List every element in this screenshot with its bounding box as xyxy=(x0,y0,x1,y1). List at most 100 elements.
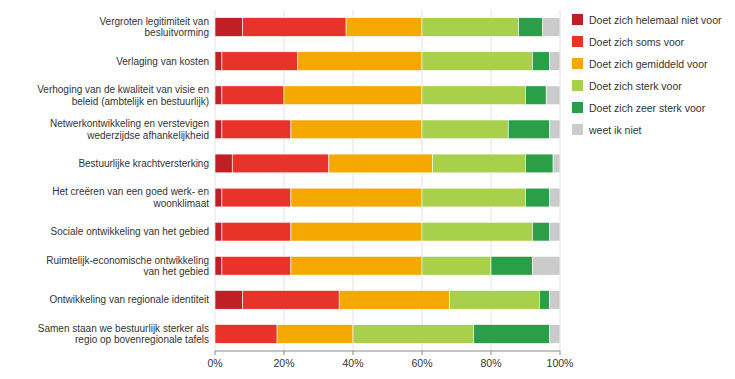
legend-label: Doet zich gemiddeld voor xyxy=(589,58,708,70)
chart-container: 0%20%40%60%80%100%Vergroten legitimiteit… xyxy=(0,0,735,379)
x-tick xyxy=(353,351,354,355)
bar-segment xyxy=(539,290,549,309)
category-label: Het creëren van een goed werk- enwoonkli… xyxy=(52,186,209,209)
bar-segment xyxy=(215,154,232,173)
bar-segment xyxy=(215,120,222,139)
bar-segment xyxy=(526,154,554,173)
bar-segment xyxy=(546,86,560,105)
bar-segment xyxy=(526,86,547,105)
x-tick xyxy=(491,351,492,355)
bar-segment xyxy=(215,290,243,309)
bar-segment xyxy=(215,188,222,207)
bar-segment xyxy=(550,325,560,344)
bar-segment xyxy=(277,325,353,344)
legend-swatch xyxy=(572,58,583,69)
bar-segment xyxy=(346,18,422,37)
bar-segment xyxy=(291,222,422,241)
x-tick-label: 20% xyxy=(273,357,294,369)
category-label: Ontwikkeling van regionale identiteit xyxy=(49,294,209,305)
category-label-line: Netwerkontwikkeling en verstevigen xyxy=(50,118,209,129)
legend-swatch xyxy=(572,80,583,91)
bar-segment xyxy=(339,290,449,309)
series xyxy=(474,18,553,344)
bar-segment xyxy=(222,222,291,241)
legend-label: weet ik niet xyxy=(588,124,642,136)
legend-label: Doet zich helemaal niet voor xyxy=(589,14,722,26)
category-label-line: regio op bovenregionale tafels xyxy=(75,334,209,345)
legend-swatch xyxy=(572,102,583,113)
bar-segment xyxy=(550,120,560,139)
bar-segment xyxy=(353,325,474,344)
bar-segment xyxy=(222,86,284,105)
category-label: Verhoging van de kwaliteit van visie enb… xyxy=(37,84,209,107)
bar-segment xyxy=(215,86,222,105)
bar-segment xyxy=(222,120,291,139)
x-tick xyxy=(422,351,423,355)
bar-segment xyxy=(422,18,519,37)
category-label-line: Bestuurlijke krachtversterking xyxy=(78,158,209,169)
bar-segment xyxy=(215,325,277,344)
legend-swatch xyxy=(572,36,583,47)
x-axis: 0%20%40%60%80%100% xyxy=(207,351,573,369)
bar-segment xyxy=(422,188,526,207)
category-label: Vergroten legitimiteit vanbesluitvorming xyxy=(99,16,209,39)
legend-label: Doet zich soms voor xyxy=(589,36,685,48)
legend: Doet zich helemaal niet voor Doet zich so… xyxy=(572,14,722,136)
legend-label: Doet zich zeer sterk voor xyxy=(589,102,706,114)
category-label-line: Ruimtelijk-economische ontwikkeling xyxy=(46,255,209,266)
x-tick-label: 80% xyxy=(480,357,501,369)
x-axis-line xyxy=(215,351,560,352)
bar-segment xyxy=(298,52,422,71)
x-tick xyxy=(215,351,216,355)
series xyxy=(353,18,539,344)
bar-segment xyxy=(284,86,422,105)
bar-segment xyxy=(291,120,422,139)
bar-segment xyxy=(291,256,422,275)
bar-segment xyxy=(422,86,526,105)
category-label: Samen staan we bestuurlijk sterker alsre… xyxy=(38,323,209,346)
bar-segment xyxy=(232,154,329,173)
bar-segment xyxy=(532,222,549,241)
x-tick xyxy=(284,351,285,355)
bar-segment xyxy=(532,52,549,71)
bar-segment xyxy=(491,256,532,275)
legend-swatch xyxy=(572,14,583,25)
category-label: Ruimtelijk-economische ontwikkelingvan h… xyxy=(46,255,209,278)
category-label-line: besluitvorming xyxy=(145,27,209,38)
category-label-line: Verhoging van de kwaliteit van visie en xyxy=(37,84,209,95)
category-label-line: van het gebied xyxy=(143,266,209,277)
bar-segment xyxy=(215,256,222,275)
bar-segment xyxy=(222,188,291,207)
x-tick-label: 60% xyxy=(411,357,432,369)
category-label: Verlaging van kosten xyxy=(116,56,209,67)
bar-segment xyxy=(550,188,560,207)
category-label-line: woonklimaat xyxy=(152,198,209,209)
bar-segment xyxy=(422,222,532,241)
category-label: Netwerkontwikkeling en verstevigenwederz… xyxy=(50,118,209,141)
grid xyxy=(215,10,560,351)
bar-segment xyxy=(222,52,298,71)
bar-segment xyxy=(550,290,560,309)
bar-segment xyxy=(543,18,560,37)
bar-segment xyxy=(519,18,543,37)
bar-segment xyxy=(215,52,222,71)
bar-segment xyxy=(508,120,549,139)
bar-segment xyxy=(553,154,560,173)
bar-segment xyxy=(222,256,291,275)
bar-segment xyxy=(474,325,550,344)
category-label-line: Vergroten legitimiteit van xyxy=(99,16,209,27)
category-label-line: wederzijdse afhankelijkheid xyxy=(86,130,209,141)
category-label-line: Ontwikkeling van regionale identiteit xyxy=(49,294,209,305)
bar-segment xyxy=(329,154,433,173)
category-label: Bestuurlijke krachtversterking xyxy=(78,158,209,169)
bar-segment xyxy=(532,256,560,275)
legend-swatch xyxy=(572,124,583,135)
legend-label: Doet zich sterk voor xyxy=(589,80,682,92)
bar-segment xyxy=(215,18,243,37)
y-axis: Vergroten legitimiteit vanbesluitvorming… xyxy=(37,16,209,345)
category-label-line: Verlaging van kosten xyxy=(116,56,209,67)
x-tick-label: 40% xyxy=(342,357,363,369)
bar-segment xyxy=(243,18,347,37)
bar-segment xyxy=(291,188,422,207)
x-tick-label: 100% xyxy=(547,357,574,369)
